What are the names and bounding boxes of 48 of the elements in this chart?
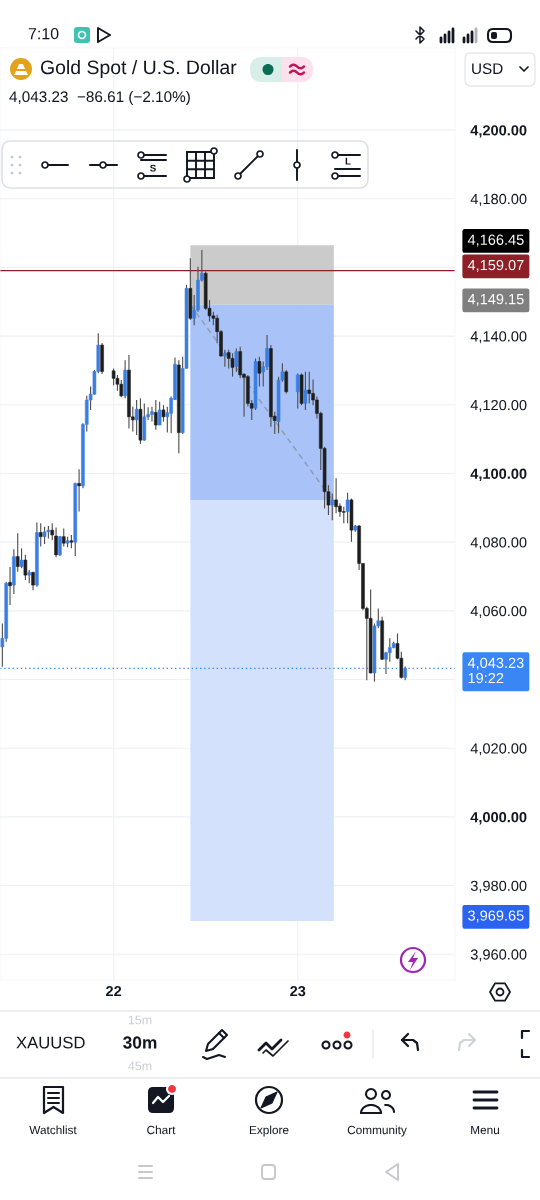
text: 4,043.23 −86.61 (−2.10%) <box>9 90 190 106</box>
candlestick <box>230 352 235 378</box>
y-tick-label: 4,200.00 <box>470 125 527 138</box>
candlestick <box>223 349 227 368</box>
text: Chart <box>147 1125 176 1135</box>
text: Menu <box>471 1125 499 1135</box>
candlestick <box>134 399 139 436</box>
candlestick <box>157 401 162 426</box>
candlestick <box>234 347 239 373</box>
y-tick-label: 4,120.00 <box>470 399 527 412</box>
candlestick <box>142 402 147 442</box>
annotation: L <box>345 157 351 165</box>
candlestick <box>15 532 20 573</box>
y-tick-label: 4,100.00 <box>470 468 527 482</box>
text: XAUUSD <box>16 1036 85 1049</box>
candlestick <box>257 356 262 388</box>
text: 7:10 <box>28 27 59 40</box>
text: Gold Spot / U.S. Dollar <box>40 59 237 79</box>
y-tick-label: 4,180.00 <box>470 193 527 206</box>
x-tick-label: 22 <box>106 985 122 997</box>
candlestick <box>388 637 392 663</box>
candlestick <box>61 527 66 548</box>
x-tick-label: 23 <box>290 985 306 997</box>
text: 3,969.65 <box>468 910 524 923</box>
candlestick <box>154 399 158 431</box>
y-tick-label: 4,000.00 <box>470 811 527 825</box>
candlestick <box>54 526 58 558</box>
candlestick <box>307 371 312 404</box>
candlestick <box>77 468 81 513</box>
y-tick-label: 4,140.00 <box>470 331 527 344</box>
y-tick-label: 4,020.00 <box>470 743 527 756</box>
candlestick <box>330 492 335 521</box>
text: Explore <box>249 1125 289 1137</box>
annotation: S <box>150 164 156 172</box>
text: Watchlist <box>29 1125 77 1135</box>
candlestick <box>19 547 24 569</box>
y-tick-label: 4,060.00 <box>470 605 527 618</box>
text: 30m <box>123 1036 157 1049</box>
y-tick-label: 3,960.00 <box>470 949 527 962</box>
text: 4,149.15 <box>467 293 524 307</box>
ref-line-label: 4,043.23 19:22 <box>467 657 524 684</box>
ref-line-label: 4,159.07 <box>467 259 524 272</box>
text: 4,166.45 <box>467 234 524 247</box>
y-tick-label: 3,980.00 <box>470 880 527 893</box>
text: USD <box>472 63 503 75</box>
candlestick <box>38 522 43 548</box>
y-tick-label: 4,080.00 <box>470 537 527 550</box>
text: Community <box>347 1125 407 1137</box>
